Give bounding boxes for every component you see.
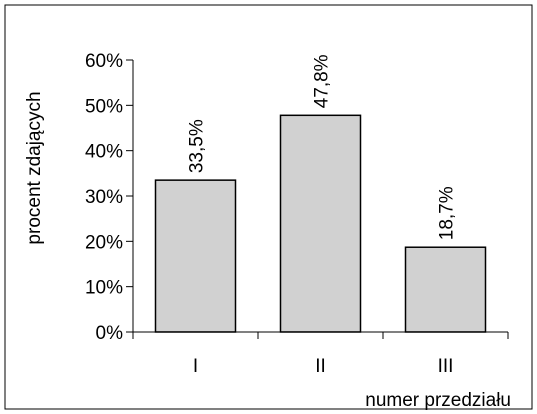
data-label-II: 47,8%: [312, 54, 333, 108]
plot-area: 0% 10% 20% 30% 40% 50% 60% 33,5% I 47,8% II 18,7% II…: [85, 51, 509, 377]
x-axis-label: numer przedziału: [365, 390, 511, 411]
data-label-I: 33,5%: [187, 119, 208, 173]
y-axis-label: procent zdających: [24, 91, 45, 244]
y-tick-label: 10%: [85, 278, 123, 299]
bar-II: [279, 114, 362, 333]
y-tick-label: 0%: [96, 323, 124, 344]
y-tick-label: 20%: [85, 232, 123, 253]
bar-I: [154, 179, 237, 333]
data-label-III: 18,7%: [437, 186, 458, 240]
x-tick-label-I: I: [193, 356, 198, 377]
bar-III: [404, 246, 487, 333]
y-tick-label: 60%: [85, 51, 123, 72]
y-tick-label: 30%: [85, 187, 123, 208]
y-tick-label: 50%: [85, 96, 123, 117]
x-tick-label-II: II: [315, 356, 326, 377]
x-tick-label-III: III: [438, 356, 454, 377]
chart-frame: [4, 4, 533, 410]
y-tick-label: 40%: [85, 142, 123, 163]
